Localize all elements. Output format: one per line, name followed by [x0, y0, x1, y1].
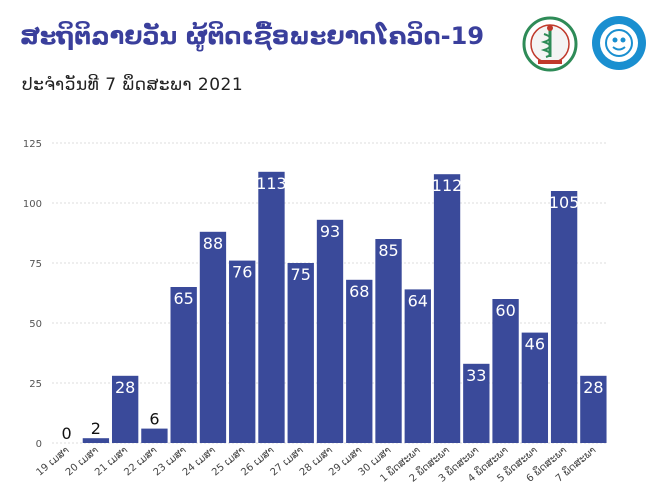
data-label: 46 — [525, 335, 545, 354]
taskforce-logo — [592, 16, 646, 70]
data-label: 33 — [466, 366, 486, 385]
bar — [404, 289, 431, 443]
bar — [316, 219, 344, 443]
data-label: 60 — [495, 301, 515, 320]
data-label: 6 — [149, 410, 159, 429]
bar — [170, 287, 197, 443]
data-label: 112 — [432, 176, 463, 195]
data-label: 2 — [91, 419, 101, 438]
data-label: 28 — [583, 378, 603, 397]
y-tick-label: 50 — [29, 319, 42, 330]
data-label: 65 — [174, 289, 194, 308]
data-label: 75 — [291, 265, 311, 284]
bar — [521, 332, 549, 443]
bar — [258, 171, 285, 444]
bar — [141, 428, 168, 443]
bar — [199, 231, 227, 443]
bar — [82, 438, 110, 443]
bar — [111, 375, 139, 443]
data-label: 85 — [378, 241, 398, 260]
bar — [375, 239, 402, 443]
logo-group — [520, 14, 650, 74]
data-label: 64 — [408, 291, 428, 310]
bar — [580, 375, 607, 443]
bar — [346, 279, 373, 443]
chart-subtitle: ປະຈຳວັນທີ 7 ພຶດສະພາ 2021 — [22, 75, 244, 95]
y-tick-label: 25 — [29, 379, 42, 390]
y-tick-label: 125 — [23, 139, 42, 150]
data-label: 105 — [549, 193, 580, 212]
data-label: 28 — [115, 378, 135, 397]
bar — [229, 260, 256, 443]
chart-title: ສະຖິຕິລາຍວັນ ຜູ້ຕິດເຊື້ອພະຍາດໂຄວິດ-19 — [20, 22, 485, 50]
data-label: 68 — [349, 282, 369, 301]
y-tick-label: 100 — [23, 199, 42, 210]
data-label: 0 — [62, 424, 72, 443]
bar — [492, 299, 519, 443]
y-tick-label: 75 — [29, 259, 42, 270]
ministry-of-health-logo — [522, 16, 578, 72]
data-label: 76 — [232, 263, 252, 282]
bar — [463, 363, 490, 443]
data-label: 88 — [203, 234, 223, 253]
data-label: 113 — [256, 174, 287, 193]
data-label: 93 — [320, 222, 340, 241]
y-tick-label: 0 — [36, 439, 42, 450]
bar — [287, 263, 314, 443]
bar — [433, 174, 461, 443]
bar — [550, 191, 578, 443]
